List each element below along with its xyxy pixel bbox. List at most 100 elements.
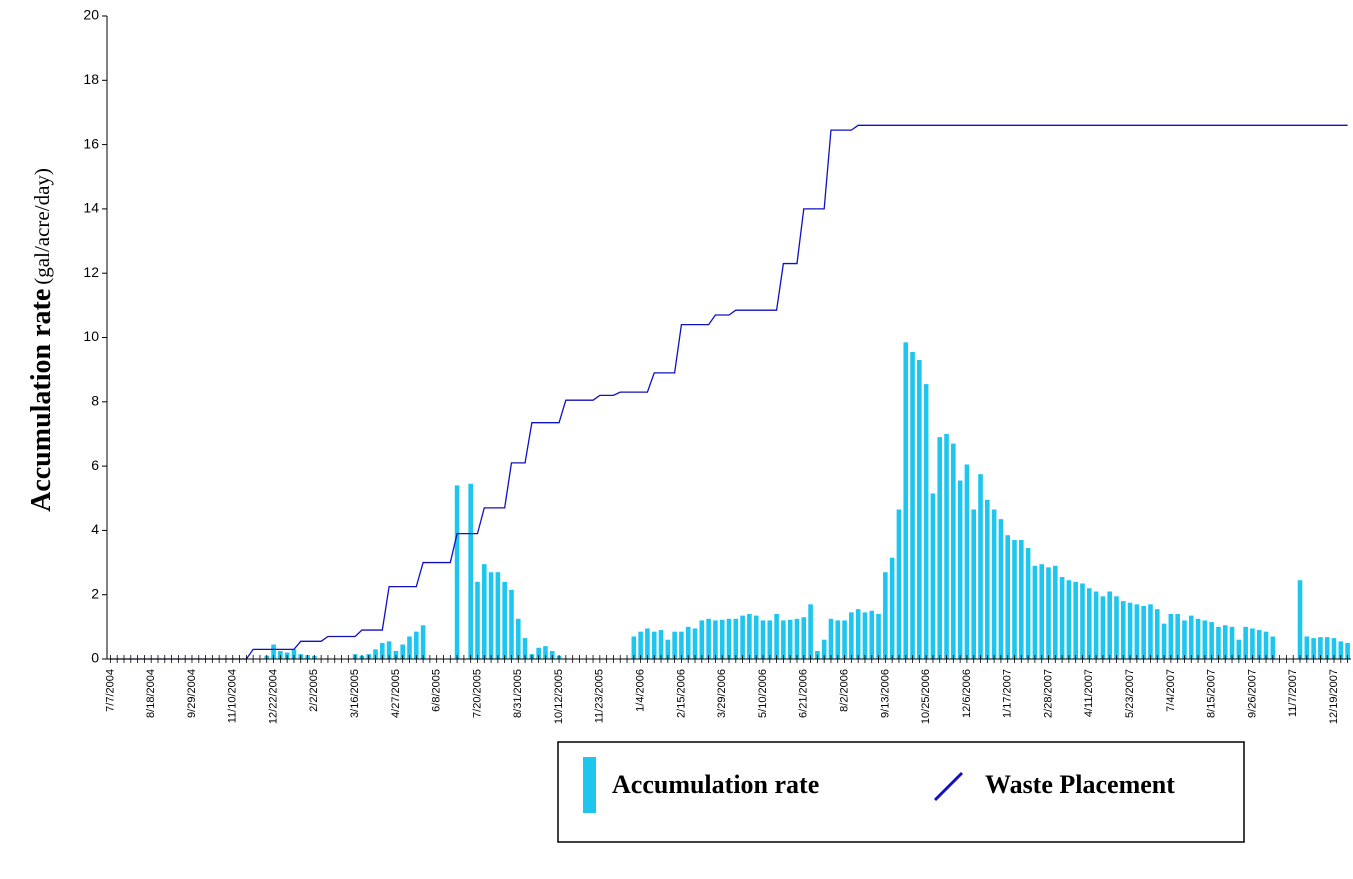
bar bbox=[658, 630, 664, 659]
line bbox=[110, 124, 1348, 660]
bar bbox=[1188, 615, 1194, 659]
bar bbox=[1297, 580, 1303, 659]
bar bbox=[1209, 622, 1214, 659]
bar bbox=[923, 384, 929, 659]
y-axis-title-unit: (gal/acre/day) bbox=[30, 168, 54, 285]
bar bbox=[672, 631, 677, 659]
bar bbox=[944, 433, 949, 659]
x-tick-label: 4/27/2005 bbox=[390, 669, 402, 718]
bar bbox=[774, 613, 779, 659]
bar bbox=[849, 612, 854, 659]
bar bbox=[991, 509, 997, 659]
y-axis-title-main: Accumulation rate bbox=[26, 289, 57, 512]
bar bbox=[896, 509, 902, 659]
bar bbox=[998, 519, 1004, 659]
bar bbox=[1168, 613, 1174, 659]
bar bbox=[1148, 604, 1153, 659]
bar bbox=[1134, 604, 1140, 659]
bar bbox=[1120, 601, 1126, 659]
x-tick-label: 9/26/2007 bbox=[1246, 669, 1258, 718]
x-tick-label: 2/15/2006 bbox=[675, 669, 687, 718]
x-tick-label: 9/13/2006 bbox=[879, 669, 891, 718]
bar bbox=[815, 650, 820, 659]
bar bbox=[869, 610, 875, 659]
bar bbox=[1100, 596, 1106, 659]
bar bbox=[1263, 631, 1269, 659]
bar bbox=[400, 644, 406, 659]
bar bbox=[271, 644, 276, 659]
bar bbox=[373, 649, 378, 659]
bar bbox=[522, 638, 528, 659]
bar bbox=[719, 619, 725, 659]
bar bbox=[1270, 636, 1276, 659]
bar bbox=[808, 604, 813, 659]
bar bbox=[855, 609, 861, 659]
y-tick-label: 0 bbox=[91, 650, 99, 666]
y-tick-label: 12 bbox=[83, 264, 99, 280]
x-tick-label: 8/2/2006 bbox=[838, 669, 850, 712]
bar bbox=[767, 620, 773, 659]
bar bbox=[828, 618, 834, 659]
bar bbox=[842, 620, 847, 659]
bar bbox=[665, 639, 671, 659]
legend-label: Waste Placement bbox=[985, 770, 1175, 799]
bar bbox=[1080, 583, 1085, 659]
bar bbox=[1338, 641, 1344, 659]
bar bbox=[1243, 626, 1248, 659]
bar bbox=[1066, 580, 1072, 659]
bar bbox=[481, 564, 487, 659]
y-tick-label: 8 bbox=[91, 393, 99, 409]
bar bbox=[930, 493, 936, 659]
bar bbox=[781, 620, 786, 659]
bar bbox=[1256, 630, 1262, 659]
bar bbox=[699, 620, 705, 659]
bar bbox=[1012, 540, 1017, 659]
bar bbox=[1141, 605, 1146, 659]
bar bbox=[1059, 577, 1065, 659]
x-tick-label: 2/2/2005 bbox=[308, 669, 320, 712]
bar bbox=[1107, 591, 1112, 659]
x-tick-label: 12/22/2004 bbox=[267, 669, 279, 724]
bar bbox=[1127, 602, 1133, 659]
x-tick-label: 12/6/2006 bbox=[961, 669, 973, 718]
bar bbox=[679, 631, 684, 659]
bar bbox=[706, 618, 711, 659]
bar bbox=[651, 631, 657, 659]
x-tick-label: 7/7/2004 bbox=[104, 669, 116, 712]
bar bbox=[393, 650, 399, 659]
bar bbox=[543, 646, 548, 659]
y-axis-title: Accumulation rate (gal/acre/day) bbox=[26, 168, 57, 512]
legend-swatch bbox=[933, 771, 964, 802]
y-tick-label: 2 bbox=[91, 585, 99, 601]
x-tick-label: 11/7/2007 bbox=[1287, 669, 1299, 717]
bar bbox=[468, 483, 473, 659]
bar bbox=[291, 649, 297, 659]
bar bbox=[1086, 588, 1092, 659]
bar bbox=[685, 626, 691, 659]
x-tick-label: 5/23/2007 bbox=[1124, 669, 1136, 718]
bar bbox=[1324, 637, 1330, 659]
bar bbox=[475, 581, 480, 659]
x-tick-label: 8/15/2007 bbox=[1206, 669, 1218, 718]
bar bbox=[638, 631, 643, 659]
bar bbox=[957, 480, 963, 659]
x-tick-label: 6/21/2006 bbox=[798, 669, 810, 718]
bar bbox=[862, 612, 868, 659]
bar bbox=[645, 628, 650, 659]
bar bbox=[1222, 625, 1228, 659]
legend-label: Accumulation rate bbox=[612, 770, 819, 799]
bar bbox=[1005, 535, 1011, 659]
bar bbox=[713, 620, 718, 659]
bar bbox=[502, 581, 507, 659]
bar bbox=[1175, 613, 1180, 659]
bar bbox=[1025, 548, 1031, 659]
bar bbox=[794, 618, 800, 659]
bar bbox=[536, 647, 541, 659]
x-tick-label: 1/17/2007 bbox=[1002, 669, 1014, 718]
bar bbox=[495, 572, 501, 659]
bar bbox=[1304, 636, 1310, 659]
x-tick-label: 8/18/2004 bbox=[145, 669, 157, 718]
x-tick-label: 3/16/2005 bbox=[349, 669, 361, 718]
bar bbox=[1046, 567, 1051, 659]
